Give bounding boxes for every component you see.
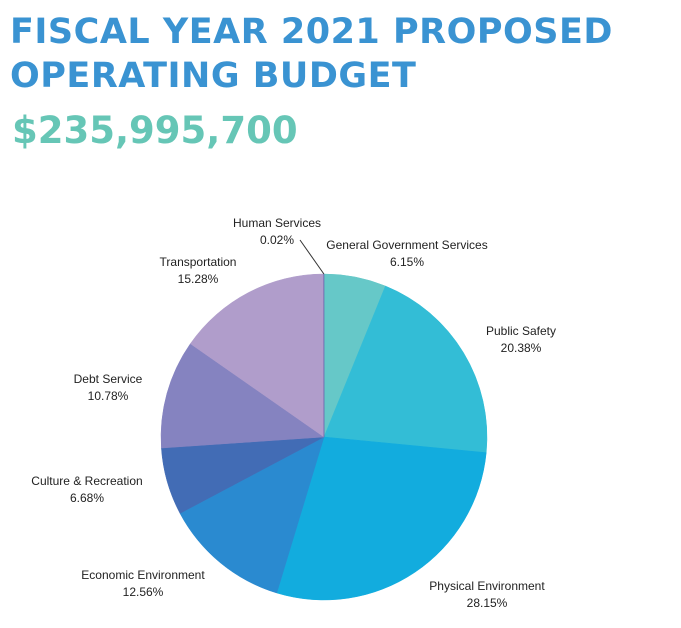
slice-label-value: 6.15%	[390, 255, 424, 269]
title-line-2: OPERATING BUDGET	[10, 56, 417, 96]
slice-label-name: Economic Environment	[81, 568, 205, 582]
slice-label-name: Human Services	[233, 216, 321, 230]
pie-slice-debt-service	[160, 343, 325, 449]
leader-line-human-services	[299, 239, 325, 275]
slice-label-name: General Government Services	[326, 238, 487, 252]
page-title: FISCAL YEAR 2021 PROPOSED OPERATING BUDG…	[10, 10, 670, 98]
slice-label-value: 28.15%	[467, 596, 508, 610]
slice-label-name: Transportation	[160, 255, 237, 269]
pie-slice-transportation	[190, 273, 325, 438]
slice-label-value: 20.38%	[501, 341, 542, 355]
leader-lines	[299, 239, 325, 275]
slice-label-name: Debt Service	[74, 372, 143, 386]
slice-labels: General Government Services 6.15% Public S…	[31, 216, 556, 610]
slice-label-value: 12.56%	[123, 585, 164, 599]
slice-label-value: 0.02%	[260, 233, 294, 247]
budget-total: $235,995,700	[12, 109, 298, 152]
slice-label-name: Physical Environment	[429, 579, 545, 593]
pie-slice-economic-environment	[179, 436, 325, 594]
slice-label-value: 10.78%	[88, 389, 129, 403]
slice-label-value: 6.68%	[70, 491, 104, 505]
title-line-1: FISCAL YEAR 2021 PROPOSED	[10, 12, 613, 52]
slice-label-name: Culture & Recreation	[31, 474, 142, 488]
slice-label-value: 15.28%	[178, 272, 219, 286]
pie-slices	[160, 273, 488, 601]
pie-slice-public-safety	[323, 285, 488, 453]
slice-label-name: Public Safety	[486, 324, 556, 338]
pie-slice-physical-environment	[276, 436, 487, 601]
